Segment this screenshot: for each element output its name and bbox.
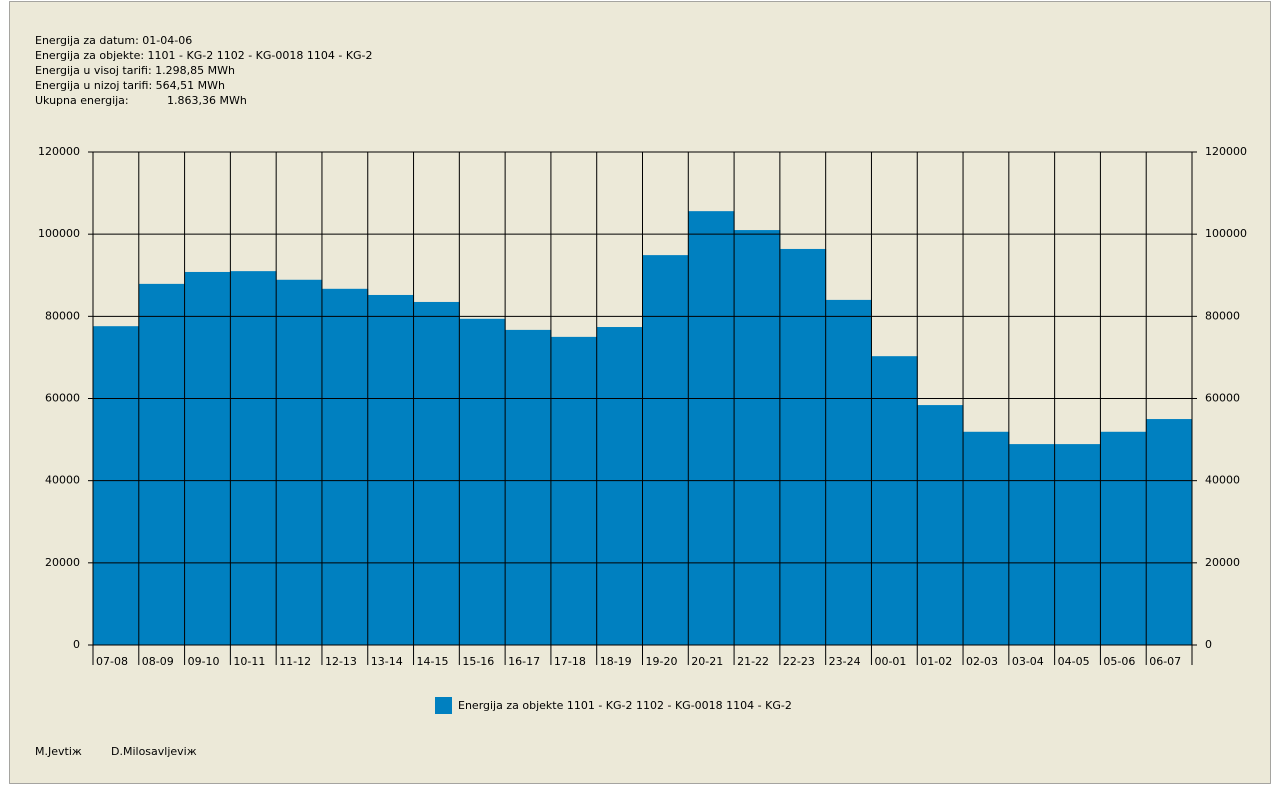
bar [1008, 444, 1056, 645]
x-tick-label: 18-19 [600, 655, 632, 668]
bar [963, 431, 1010, 645]
info-line: Energija za datum: 01-04-06 [35, 34, 192, 47]
x-tick-label: 16-17 [508, 655, 540, 668]
x-tick-label: 17-18 [554, 655, 586, 668]
x-tick-label: 09-10 [188, 655, 220, 668]
bar [138, 283, 186, 645]
x-tick-label: 03-04 [1012, 655, 1044, 668]
y2-tick-label: 60000 [1205, 392, 1240, 405]
bar [230, 271, 277, 645]
bar [413, 301, 460, 645]
x-tick-label: 12-13 [325, 655, 357, 668]
bar [1100, 431, 1147, 645]
legend-swatch [435, 697, 452, 714]
y2-tick-label: 80000 [1205, 309, 1240, 322]
y2-tick-label: 20000 [1205, 556, 1240, 569]
x-tick-label: 19-20 [646, 655, 678, 668]
bar [184, 271, 231, 645]
author: M.Jevtiж [35, 745, 82, 758]
bar [825, 299, 872, 645]
bar [871, 356, 918, 645]
bar [688, 211, 735, 645]
bar [550, 336, 598, 645]
y-tick-label: 40000 [45, 474, 80, 487]
bar [276, 279, 323, 645]
y2-tick-label: 100000 [1205, 227, 1247, 240]
x-tick-label: 01-02 [920, 655, 952, 668]
bar [505, 329, 552, 645]
y2-tick-label: 120000 [1205, 145, 1247, 158]
x-tick-label: 21-22 [737, 655, 769, 668]
bar [1054, 444, 1101, 645]
author: D.Milosavljeviж [111, 745, 197, 758]
x-tick-label: 08-09 [142, 655, 174, 668]
y-tick-label: 100000 [38, 227, 80, 240]
bar [779, 248, 827, 645]
bar [596, 327, 643, 645]
bar [917, 405, 964, 645]
y-tick-label: 120000 [38, 145, 80, 158]
y-tick-label: 80000 [45, 309, 80, 322]
bar [321, 288, 369, 645]
info-line: Energija u nizoj tarifi: 564,51 MWh [35, 79, 225, 92]
x-tick-label: 02-03 [966, 655, 998, 668]
x-tick-label: 20-21 [691, 655, 723, 668]
y2-tick-label: 0 [1205, 638, 1212, 651]
x-tick-label: 00-01 [874, 655, 906, 668]
x-tick-label: 10-11 [233, 655, 265, 668]
y-tick-label: 60000 [45, 392, 80, 405]
x-tick-label: 14-15 [417, 655, 449, 668]
y-tick-label: 20000 [45, 556, 80, 569]
y2-tick-label: 40000 [1205, 474, 1240, 487]
bar [459, 318, 506, 645]
x-tick-label: 07-08 [96, 655, 128, 668]
bar [93, 326, 140, 645]
x-tick-label: 05-06 [1103, 655, 1135, 668]
info-line: Energija za objekte: 1101 - KG-2 1102 - … [35, 49, 373, 62]
y-tick-label: 0 [73, 638, 80, 651]
bar [642, 255, 689, 645]
x-tick-label: 04-05 [1058, 655, 1090, 668]
legend-label: Energija za objekte 1101 - KG-2 1102 - K… [458, 699, 792, 712]
x-tick-label: 11-12 [279, 655, 311, 668]
x-tick-label: 06-07 [1149, 655, 1181, 668]
x-tick-label: 15-16 [462, 655, 494, 668]
info-line: 1.863,36 MWh [167, 94, 247, 107]
bar [1146, 419, 1193, 645]
bar [367, 294, 415, 645]
info-line: Ukupna energija: [35, 94, 129, 107]
info-line: Energija u visoj tarifi: 1.298,85 MWh [35, 64, 235, 77]
bar [734, 230, 781, 645]
x-tick-label: 13-14 [371, 655, 403, 668]
x-tick-label: 23-24 [829, 655, 861, 668]
x-tick-label: 22-23 [783, 655, 815, 668]
